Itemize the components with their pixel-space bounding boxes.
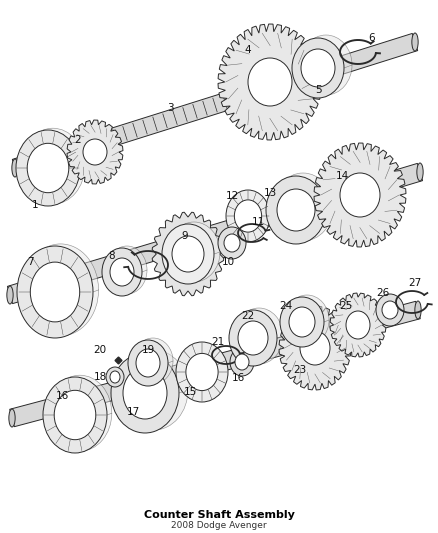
Text: 6: 6 — [369, 33, 375, 43]
Text: 5: 5 — [314, 85, 321, 95]
Ellipse shape — [229, 310, 277, 366]
Text: 19: 19 — [141, 345, 155, 355]
Ellipse shape — [382, 301, 398, 319]
Ellipse shape — [417, 163, 423, 181]
Ellipse shape — [248, 58, 292, 106]
Text: 2: 2 — [75, 135, 81, 145]
Ellipse shape — [102, 248, 142, 296]
Ellipse shape — [226, 190, 270, 242]
Polygon shape — [67, 120, 123, 184]
Polygon shape — [279, 306, 351, 390]
Ellipse shape — [12, 159, 18, 177]
Text: 26: 26 — [376, 288, 390, 298]
Ellipse shape — [340, 173, 380, 217]
Ellipse shape — [21, 128, 85, 204]
Polygon shape — [12, 34, 418, 176]
Text: 13: 13 — [263, 188, 277, 198]
Ellipse shape — [300, 35, 352, 95]
Ellipse shape — [23, 244, 99, 336]
Ellipse shape — [277, 189, 315, 231]
Ellipse shape — [16, 130, 80, 206]
Ellipse shape — [106, 367, 124, 387]
Ellipse shape — [136, 349, 160, 377]
Ellipse shape — [218, 227, 246, 259]
Ellipse shape — [292, 38, 344, 98]
Text: 14: 14 — [336, 171, 349, 181]
Ellipse shape — [238, 321, 268, 355]
Text: 24: 24 — [279, 301, 293, 311]
Ellipse shape — [17, 246, 93, 338]
Text: 2008 Dodge Avenger: 2008 Dodge Avenger — [171, 521, 267, 530]
Text: 4: 4 — [245, 45, 251, 55]
Text: 16: 16 — [231, 373, 245, 383]
Text: 3: 3 — [167, 103, 173, 113]
Polygon shape — [10, 301, 420, 427]
Ellipse shape — [110, 258, 134, 286]
Ellipse shape — [280, 297, 324, 347]
Ellipse shape — [289, 307, 315, 337]
Ellipse shape — [120, 350, 188, 430]
Ellipse shape — [224, 234, 240, 252]
Ellipse shape — [273, 173, 333, 241]
Text: 18: 18 — [93, 372, 106, 382]
Text: Counter Shaft Assembly: Counter Shaft Assembly — [144, 510, 294, 520]
Text: 22: 22 — [241, 311, 254, 321]
Polygon shape — [152, 212, 224, 296]
Ellipse shape — [107, 246, 147, 294]
Text: 11: 11 — [251, 217, 265, 227]
Ellipse shape — [133, 338, 173, 384]
Ellipse shape — [235, 354, 249, 370]
Ellipse shape — [9, 409, 15, 427]
Ellipse shape — [230, 348, 254, 376]
Ellipse shape — [48, 375, 112, 451]
Text: 12: 12 — [226, 191, 239, 201]
Ellipse shape — [110, 371, 120, 383]
Text: 8: 8 — [109, 251, 115, 261]
Ellipse shape — [346, 311, 370, 339]
Text: 20: 20 — [93, 345, 106, 355]
Ellipse shape — [172, 236, 204, 272]
Ellipse shape — [266, 176, 326, 244]
Ellipse shape — [162, 224, 214, 284]
Ellipse shape — [123, 367, 167, 419]
Text: 17: 17 — [127, 407, 140, 417]
Ellipse shape — [168, 222, 220, 282]
Ellipse shape — [168, 231, 208, 277]
Text: 15: 15 — [184, 387, 197, 397]
Ellipse shape — [235, 308, 283, 364]
Text: 1: 1 — [32, 200, 38, 210]
Text: 9: 9 — [182, 231, 188, 241]
Text: 23: 23 — [293, 365, 307, 375]
Ellipse shape — [27, 143, 69, 193]
Text: 10: 10 — [222, 257, 235, 267]
Polygon shape — [330, 293, 386, 357]
Polygon shape — [218, 24, 322, 140]
Text: 27: 27 — [408, 278, 422, 288]
Ellipse shape — [301, 49, 335, 87]
Text: 7: 7 — [27, 257, 33, 267]
Ellipse shape — [176, 342, 228, 402]
Ellipse shape — [412, 33, 418, 51]
Ellipse shape — [285, 295, 329, 345]
Ellipse shape — [111, 353, 179, 433]
Polygon shape — [314, 143, 406, 247]
Ellipse shape — [300, 331, 330, 365]
Text: 16: 16 — [55, 391, 69, 401]
Ellipse shape — [186, 353, 218, 391]
Ellipse shape — [83, 139, 107, 165]
Ellipse shape — [234, 200, 261, 232]
Text: 25: 25 — [339, 301, 353, 311]
Text: 21: 21 — [212, 337, 225, 347]
Ellipse shape — [7, 286, 13, 304]
Ellipse shape — [415, 301, 421, 319]
Ellipse shape — [54, 390, 96, 440]
Ellipse shape — [43, 377, 107, 453]
Ellipse shape — [30, 262, 80, 322]
Ellipse shape — [376, 294, 404, 326]
Polygon shape — [7, 164, 423, 304]
Ellipse shape — [128, 340, 168, 386]
